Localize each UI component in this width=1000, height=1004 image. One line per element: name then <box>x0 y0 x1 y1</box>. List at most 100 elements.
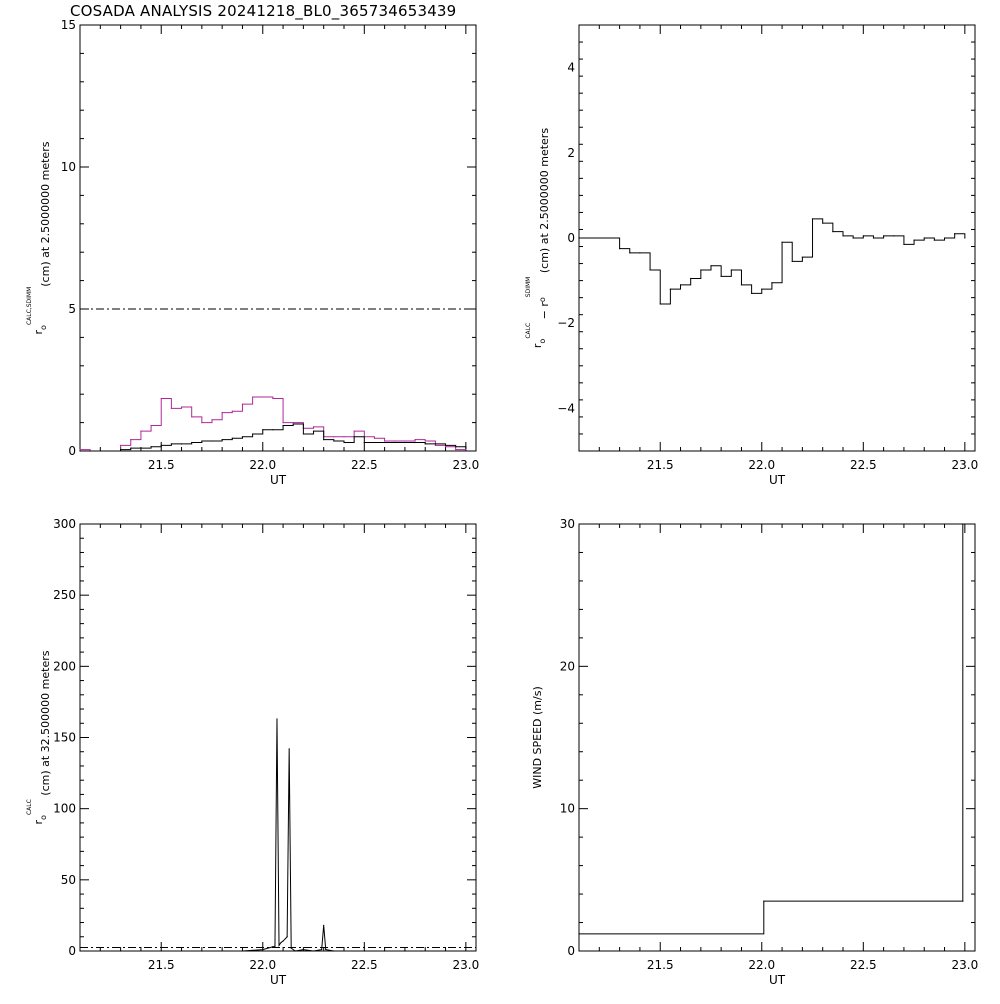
data-point <box>211 419 213 421</box>
data-point <box>201 422 203 424</box>
data-point <box>130 439 132 441</box>
data-point <box>201 440 203 442</box>
data-point <box>394 440 396 442</box>
data-point <box>120 444 122 446</box>
y-axis-label-sub: o <box>39 815 48 820</box>
data-point <box>211 440 213 442</box>
data-point <box>822 222 824 224</box>
y-axis-label: roCALC − roSDIMM (cm) at 2.5000000 meter… <box>525 128 551 348</box>
data-point <box>791 260 793 263</box>
data-point <box>964 237 966 239</box>
data-point <box>231 437 233 439</box>
data-point <box>420 950 422 952</box>
y-tick-label: 30 <box>560 517 575 531</box>
plot-frame <box>578 24 976 452</box>
y-tick-label: 4 <box>567 61 575 75</box>
chart-bottom-right: 21.5 22.0 22.5 23.0 0 10 20 30 UT WIND SPEED (m/s… <box>531 517 978 987</box>
data-point <box>404 441 406 444</box>
y-axis-label-sub: o <box>538 339 547 344</box>
x-tick-label: 22.5 <box>850 958 877 972</box>
data-point <box>872 237 875 239</box>
data-point <box>170 407 172 409</box>
data-point <box>252 396 254 398</box>
y-axis-label-sup: CALC <box>525 323 532 339</box>
data-point <box>862 235 864 237</box>
data-point <box>262 948 264 951</box>
data-point <box>262 429 264 431</box>
x-tick-label: 22.5 <box>850 458 877 472</box>
data-point <box>272 397 274 400</box>
data-point <box>578 237 580 239</box>
x-tick-label: 21.5 <box>647 458 674 472</box>
series-line-0 <box>579 523 965 935</box>
y-tick-label: 150 <box>53 731 76 745</box>
data-point <box>679 284 682 286</box>
y-tick-label: 0 <box>567 231 575 245</box>
data-point <box>578 933 580 935</box>
data-point <box>720 275 722 277</box>
chart-bottom-left: 21.5 22.0 22.5 23.0 0 50 100 150 200 250 300 UT ro CA… <box>26 517 479 987</box>
data-point <box>280 941 282 944</box>
data-point <box>252 433 254 435</box>
data-point <box>79 448 81 451</box>
data-point <box>274 946 276 948</box>
x-tick-label: 23.0 <box>452 458 479 472</box>
data-point <box>700 269 702 271</box>
data-point <box>373 441 376 444</box>
data-point <box>842 235 844 237</box>
data-point <box>262 396 264 398</box>
data-point <box>282 940 284 942</box>
data-point <box>465 447 467 449</box>
y-tick-label: 0 <box>567 944 575 958</box>
data-point <box>278 944 280 946</box>
data-point <box>294 950 296 952</box>
data-point <box>221 439 223 441</box>
x-tick-label: 22.0 <box>748 458 775 472</box>
x-tick-label: 21.5 <box>148 958 175 972</box>
y-tick-label: 20 <box>560 659 575 673</box>
data-point <box>763 900 765 902</box>
data-point <box>272 946 274 948</box>
data-point <box>160 444 162 446</box>
x-tick-label: 23.0 <box>452 958 479 972</box>
y-tick-label: 50 <box>61 873 76 887</box>
x-tick-label: 22.5 <box>351 458 378 472</box>
data-point <box>282 424 284 427</box>
data-point <box>434 444 436 446</box>
data-point <box>404 950 406 952</box>
series-line-0 <box>80 396 466 452</box>
data-point <box>286 936 288 938</box>
data-point <box>290 947 292 949</box>
data-point <box>883 235 885 237</box>
data-point <box>811 218 814 220</box>
data-point <box>321 948 323 951</box>
data-point <box>241 403 244 405</box>
data-point <box>404 440 406 442</box>
y-axis-label-pre: r <box>32 819 45 824</box>
y-tick-label: 200 <box>53 659 76 673</box>
data-point <box>629 252 631 254</box>
data-point <box>832 231 834 233</box>
data-point <box>444 446 447 448</box>
data-point <box>659 303 661 305</box>
x-tick-label: 21.5 <box>148 458 175 472</box>
data-point <box>761 288 763 290</box>
data-point <box>455 446 457 448</box>
plot-frame <box>578 523 976 952</box>
data-point <box>191 441 193 444</box>
y-axis-label-sub: o <box>39 325 48 330</box>
y-axis-label-post: (cm) at 32.500000 meters <box>39 650 52 799</box>
data-point <box>710 265 712 267</box>
data-point <box>292 423 294 425</box>
data-point <box>771 282 773 284</box>
data-point <box>120 448 122 451</box>
x-tick-label: 22.0 <box>748 958 775 972</box>
data-point <box>312 950 315 952</box>
data-point <box>241 950 244 952</box>
data-point <box>353 436 355 438</box>
data-point <box>649 269 651 271</box>
data-point <box>221 412 223 414</box>
plot-frame <box>79 24 477 452</box>
data-point <box>954 233 956 235</box>
